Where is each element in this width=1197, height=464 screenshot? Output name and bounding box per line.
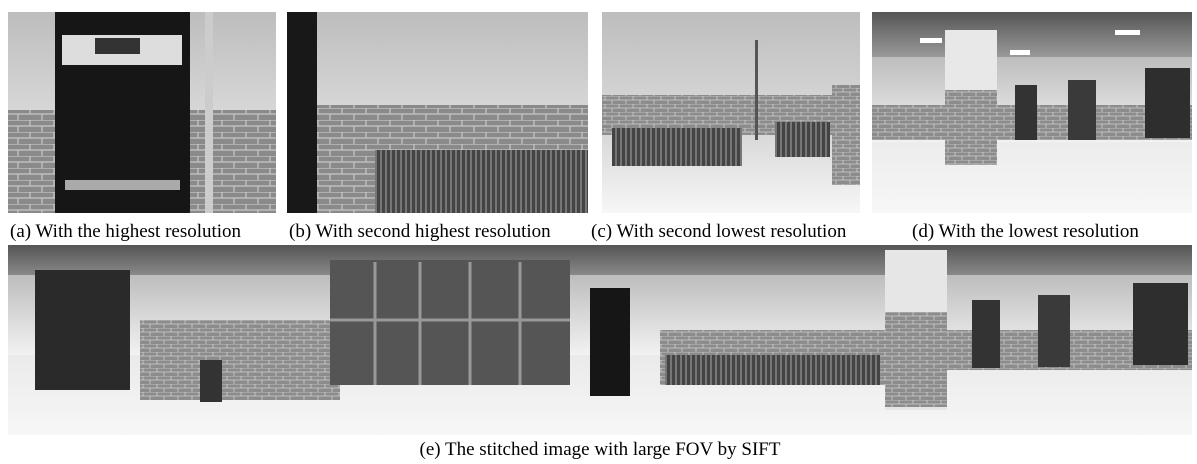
panel-c-image (602, 12, 860, 213)
panel-caption: (d) With the lowest resolution (912, 221, 1139, 242)
stitched-caption: (e) The stitched image with large FOV by… (420, 439, 781, 460)
panel-caption: (b) With second highest resolution (289, 221, 551, 242)
panel-caption: (c) With second lowest resolution (591, 221, 847, 242)
panel-a-image (8, 12, 276, 213)
stitched-image (8, 245, 1192, 435)
panel-caption: (a) With the highest resolution (10, 221, 242, 242)
figure: (a) With the highest resolution (b) With… (0, 0, 1197, 464)
panel-d-image (872, 12, 1192, 213)
panel-b-image (287, 12, 588, 213)
